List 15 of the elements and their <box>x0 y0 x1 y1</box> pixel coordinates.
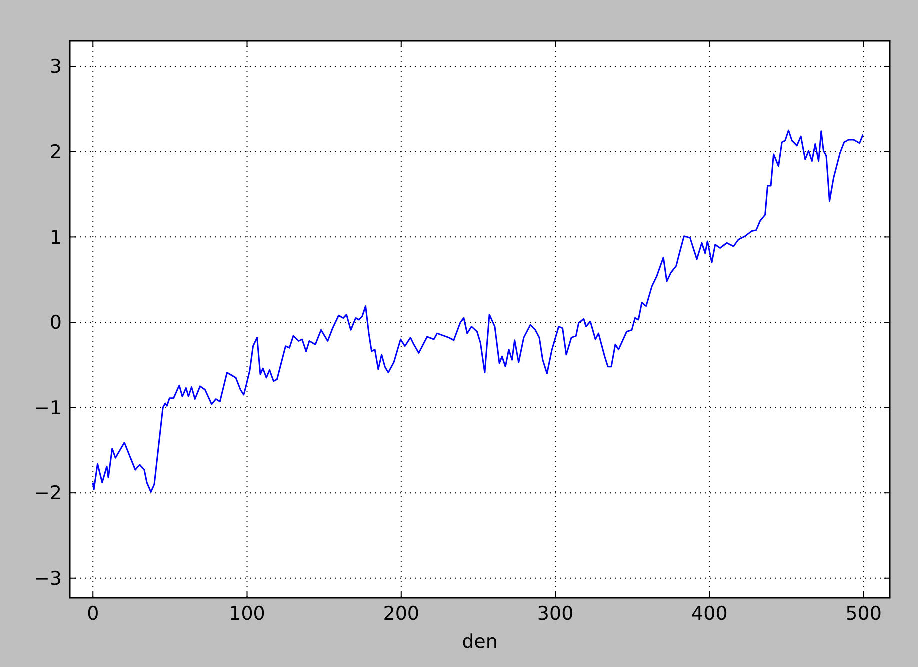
line-series <box>92 130 864 493</box>
y-tick-label: −3 <box>34 568 62 590</box>
y-tick-label: 3 <box>50 56 62 78</box>
x-tick-label: 200 <box>383 603 420 625</box>
y-tick-label: 0 <box>50 312 62 334</box>
y-tick-label: −1 <box>34 397 62 420</box>
x-axis-title: den <box>462 631 498 653</box>
x-tick-label: 0 <box>87 603 100 625</box>
y-tick-label: −2 <box>34 482 62 505</box>
x-tick-label: 100 <box>229 603 266 625</box>
x-tick-label: 400 <box>692 603 728 625</box>
x-tick-label: 300 <box>537 603 574 625</box>
y-tick-label: 1 <box>50 226 62 249</box>
x-tick-label: 500 <box>846 603 882 625</box>
y-tick-label: 2 <box>50 142 62 164</box>
